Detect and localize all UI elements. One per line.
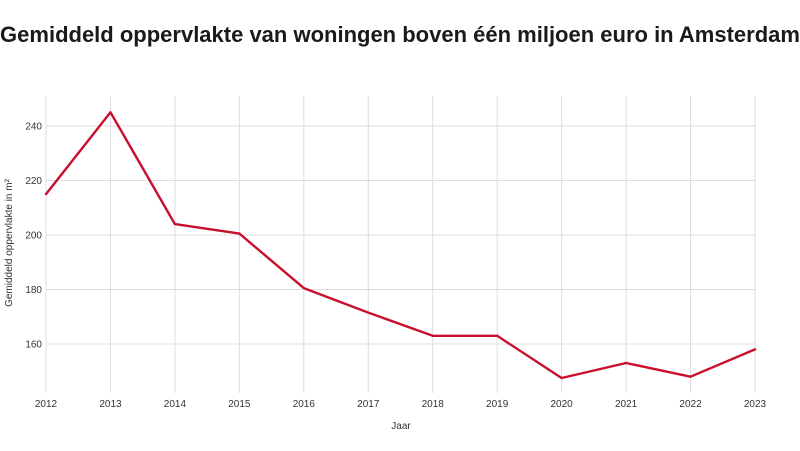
y-tick-label: 160 — [25, 339, 42, 350]
x-gridlines — [45, 96, 756, 393]
x-tick-label: 2017 — [357, 399, 380, 410]
y-tick-label: 200 — [25, 230, 42, 241]
x-tick-label: 2018 — [422, 399, 445, 410]
series-line — [44, 111, 757, 380]
y-tick-label: 180 — [25, 285, 42, 296]
x-tick-label: 2019 — [486, 399, 509, 410]
x-axis-label: Jaar — [391, 421, 411, 432]
y-tick-labels: 160 180 200 220 240 — [25, 121, 42, 350]
x-tick-label: 2014 — [164, 399, 187, 410]
x-tick-label: 2016 — [293, 399, 316, 410]
x-tick-labels: 2012 2013 2014 2015 2016 2017 2018 2019 2020 2021… — [35, 399, 767, 410]
x-tick-label: 2013 — [99, 399, 122, 410]
y-gridlines — [46, 125, 755, 345]
x-tick-label: 2023 — [744, 399, 767, 410]
x-tick-label: 2020 — [551, 399, 574, 410]
x-tick-label: 2012 — [35, 399, 58, 410]
series-group — [44, 111, 757, 380]
x-tick-label: 2022 — [679, 399, 702, 410]
y-tick-label: 240 — [25, 121, 42, 132]
chart-title: Gemiddeld oppervlakte van woningen boven… — [0, 22, 800, 47]
x-tick-label: 2015 — [228, 399, 251, 410]
y-axis-label: Gemiddeld oppervlakte in m² — [4, 178, 15, 307]
x-tick-label: 2021 — [615, 399, 638, 410]
y-tick-label: 220 — [25, 176, 42, 187]
